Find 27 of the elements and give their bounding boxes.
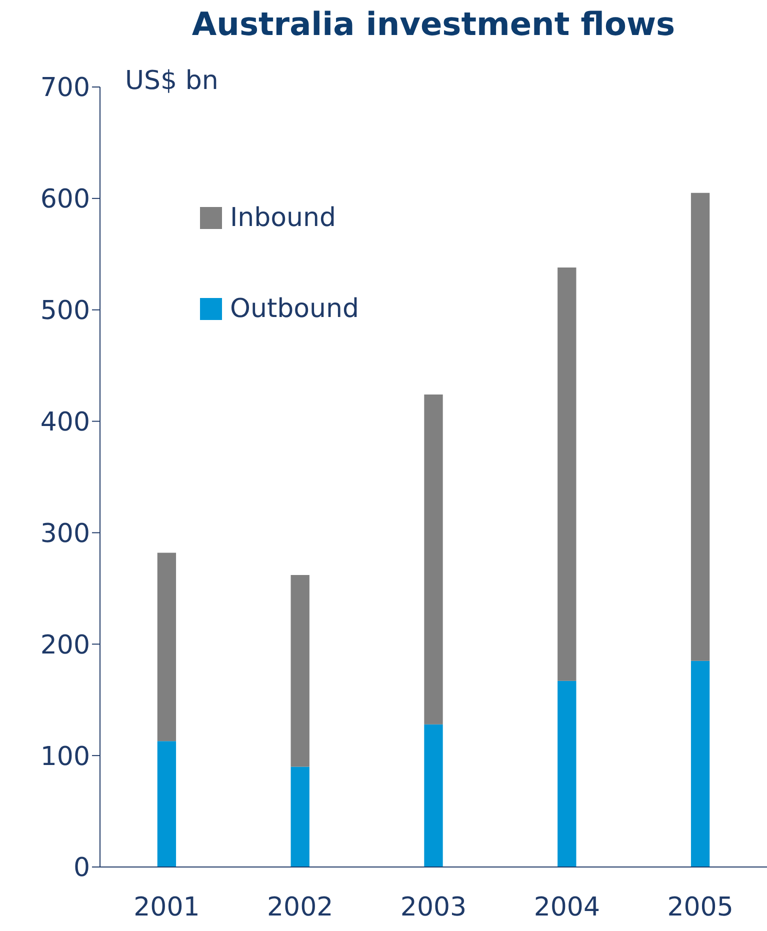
bar	[558, 268, 576, 681]
bar	[424, 394, 443, 724]
y-tick-label: 300	[40, 518, 90, 549]
x-tick-label: 2004	[534, 892, 600, 922]
legend-label: Inbound	[230, 202, 336, 232]
y-tick-label: 0	[73, 853, 90, 884]
bar	[690, 660, 710, 867]
bar	[157, 741, 176, 867]
y-axis-title: US$ bn	[125, 66, 218, 96]
y-tick-label: 400	[40, 408, 90, 438]
bar	[290, 575, 310, 767]
bar	[290, 766, 310, 867]
y-tick-label: 600	[40, 184, 90, 215]
y-tick-label: 500	[40, 296, 90, 326]
y-tick-label: 200	[40, 630, 90, 660]
bar	[424, 724, 443, 867]
chart-title: Australia investment flows	[190, 5, 676, 43]
x-tick-label: 2005	[667, 892, 734, 922]
x-tick-label: 2002	[267, 892, 334, 922]
y-tick-label: 100	[40, 742, 90, 772]
bar	[558, 680, 576, 867]
y-tick-label: 700	[40, 73, 90, 104]
bar	[157, 552, 176, 742]
legend-label: Outbound	[230, 294, 360, 324]
x-tick-label: 2003	[400, 892, 467, 922]
x-tick-label: 2001	[134, 892, 200, 922]
bar	[690, 192, 710, 661]
